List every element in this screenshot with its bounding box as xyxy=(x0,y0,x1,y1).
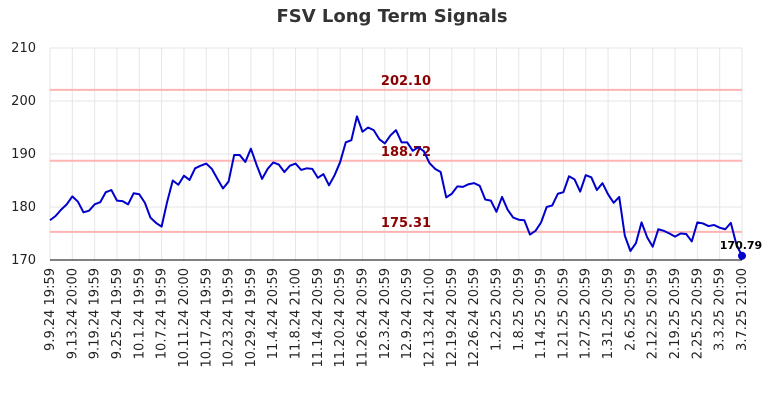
series-line xyxy=(49,115,743,257)
last-value-marker xyxy=(738,251,746,260)
x-tick-label: 2.12.25 20:59 xyxy=(646,268,661,359)
x-tick-label: 1.21.25 20:59 xyxy=(556,268,571,359)
x-tick-label: 12.9.24 20:59 xyxy=(400,268,415,359)
x-tick-label: 10.29.24 19:59 xyxy=(244,268,259,368)
x-tick-label: 10.1.24 19:59 xyxy=(132,268,147,359)
x-tick-label: 2.19.25 20:59 xyxy=(668,268,683,359)
x-tick-label: 2.25.25 20:59 xyxy=(690,268,705,359)
x-tick-label: 11.8.24 21:00 xyxy=(289,268,304,359)
x-tick-label: 10.7.24 19:59 xyxy=(155,268,170,359)
x-tick-label: 12.19.24 20:59 xyxy=(445,268,460,368)
chart-title: FSV Long Term Signals xyxy=(276,6,508,27)
last-value-label: 170.79 xyxy=(720,239,762,252)
x-tick-label: 11.26.24 20:59 xyxy=(356,268,371,368)
y-tick-label: 170 xyxy=(11,253,36,268)
x-tick-label: 11.4.24 20:59 xyxy=(266,268,281,359)
x-tick-label: 1.8.25 20:59 xyxy=(512,268,527,351)
y-tick-label: 200 xyxy=(11,94,36,109)
x-tick-label: 12.13.24 21:00 xyxy=(422,268,437,368)
x-tick-label: 9.25.24 19:59 xyxy=(110,268,125,359)
y-tick-label: 190 xyxy=(11,147,36,162)
level-label: 202.10 xyxy=(381,74,431,89)
x-tick-label: 1.31.25 20:59 xyxy=(601,268,616,359)
x-tick-label: 10.17.24 19:59 xyxy=(199,268,214,368)
x-tick-label: 9.19.24 19:59 xyxy=(88,268,103,359)
x-tick-label: 9.9.24 19:59 xyxy=(43,268,58,351)
x-tick-label: 3.7.25 21:00 xyxy=(735,268,750,351)
level-label: 175.31 xyxy=(381,216,431,231)
x-tick-label: 9.13.24 20:00 xyxy=(65,268,80,359)
x-tick-label: 3.3.25 20:59 xyxy=(713,268,728,351)
x-tick-label: 1.2.25 20:59 xyxy=(489,268,504,351)
x-tick-label: 11.14.24 20:59 xyxy=(311,268,326,368)
x-tick-label: 12.26.24 20:59 xyxy=(467,268,482,368)
x-tick-label: 1.27.25 20:59 xyxy=(579,268,594,359)
x-tick-label: 10.11.24 20:00 xyxy=(177,268,192,368)
x-tick-label: 1.14.25 20:59 xyxy=(534,268,549,359)
y-tick-label: 180 xyxy=(11,200,36,215)
y-tick-label: 210 xyxy=(11,41,36,56)
x-tick-label: 10.23.24 19:59 xyxy=(222,268,237,368)
x-tick-label: 2.6.25 20:59 xyxy=(623,268,638,351)
x-tick-label: 11.20.24 20:59 xyxy=(333,268,348,368)
x-tick-label: 12.3.24 20:59 xyxy=(378,268,393,359)
